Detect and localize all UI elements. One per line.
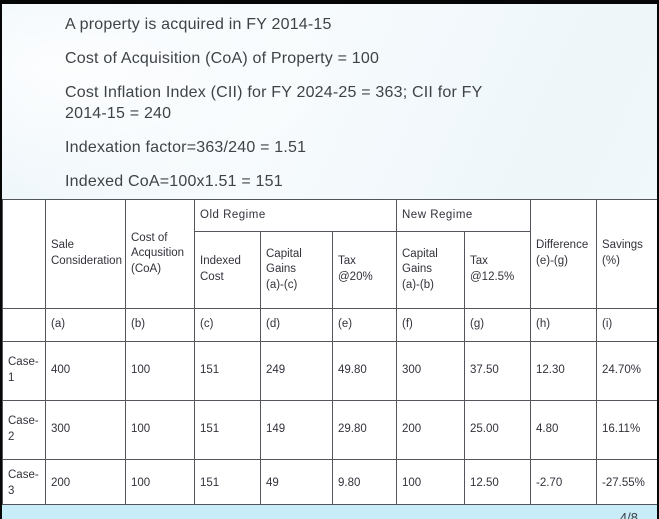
table-cell: 4.80 [530, 400, 598, 460]
col-header-capital-gains-old: Capital Gains (a)-(c) [260, 231, 333, 309]
table-cell: -2.70 [530, 459, 598, 508]
table-cell: 149 [260, 400, 333, 460]
col-header-savings: Savings (%) [596, 199, 657, 309]
table-cell: 300 [45, 400, 126, 460]
table-letter-row: (a) (b) (c) (d) (e) (f) (g) (h) (i) [2, 308, 657, 342]
intro-line: Indexation factor=363/240 = 1.51 [65, 139, 307, 156]
page-number: 4/8 [619, 510, 638, 519]
col-header-indexed-cost: Indexed Cost [194, 231, 261, 309]
table-cell: 151 [194, 400, 261, 460]
group-header-old-regime: Old Regime [194, 199, 397, 232]
table-cell: 249 [260, 341, 333, 401]
letter-cell: (d) [260, 308, 333, 342]
tax-comparison-table: Sale Consideration Cost of Acqusition (C… [2, 199, 658, 508]
letter-cell: (a) [45, 308, 126, 342]
letter-cell: (c) [194, 308, 261, 342]
group-header-new-regime: New Regime [395, 199, 532, 232]
col-header-cost-of-acquisition: Cost of Acqusition (CoA) [125, 199, 195, 309]
table-cell: 100 [125, 400, 195, 460]
table-cell: 151 [194, 341, 261, 401]
table-cell: 200 [396, 400, 465, 460]
intro-line: Cost of Acquisition (CoA) of Property = … [65, 50, 380, 67]
table-row: Case-3 200 100 151 49 9.80 100 12.50 -2.… [2, 459, 657, 508]
row-label: Case-1 [2, 341, 46, 401]
footer-bar: 4/8 [2, 504, 657, 519]
table-cell: 37.50 [463, 341, 532, 401]
col-header-tax-new: Tax @12.5% [463, 231, 532, 309]
table-cell: 151 [194, 459, 261, 508]
letter-cell: (h) [530, 308, 598, 342]
table-cell: 49.80 [332, 341, 397, 401]
table-cell: 29.80 [332, 400, 397, 460]
letter-cell: (f) [396, 308, 465, 342]
intro-line: Indexed CoA=100x1.51 = 151 [65, 173, 283, 190]
letter-cell: (e) [332, 308, 397, 342]
table-cell: -27.55% [596, 459, 657, 508]
table-cell: 300 [396, 341, 465, 401]
table-cell: 100 [125, 341, 195, 401]
row-label: Case-2 [2, 400, 46, 460]
table-row: Case-2 300 100 151 149 29.80 200 25.00 4… [2, 400, 657, 460]
table-cell: 9.80 [332, 459, 397, 508]
letter-cell: (b) [125, 308, 195, 342]
table-cell: 200 [45, 459, 126, 508]
table-cell: 24.70% [596, 341, 657, 401]
table-cell: 25.00 [463, 400, 532, 460]
table-cell: 12.50 [463, 459, 532, 508]
table-cell: 400 [45, 341, 126, 401]
col-header-difference: Difference (e)-(g) [530, 199, 598, 309]
col-header-tax-old: Tax @20% [332, 231, 397, 309]
col-header-sale-consideration: Sale Consideration [45, 199, 126, 309]
intro-text-block: A property is acquired in FY 2014-15 Cos… [65, 14, 625, 205]
table-row: Case-1 400 100 151 249 49.80 300 37.50 1… [2, 341, 657, 401]
letter-cell: (g) [463, 308, 532, 342]
letter-cell-empty [2, 308, 46, 342]
table-cell: 16.11% [596, 400, 657, 460]
table-header-row-groups: Sale Consideration Cost of Acqusition (C… [2, 199, 657, 309]
table-header-row-sub: Indexed Cost Capital Gains (a)-(c) Tax @… [3, 231, 658, 309]
intro-line: Cost Inflation Index (CII) for FY 2024-2… [65, 84, 483, 122]
table-cell: 100 [396, 459, 465, 508]
col-header-capital-gains-new: Capital Gains (a)-(b) [396, 231, 465, 309]
table-cell: 49 [260, 459, 333, 508]
corner-cell [2, 199, 46, 309]
letter-cell: (i) [596, 308, 657, 342]
row-label: Case-3 [2, 459, 46, 508]
table-cell: 100 [125, 459, 195, 508]
table-cell: 12.30 [530, 341, 598, 401]
intro-line: A property is acquired in FY 2014-15 [65, 16, 332, 33]
